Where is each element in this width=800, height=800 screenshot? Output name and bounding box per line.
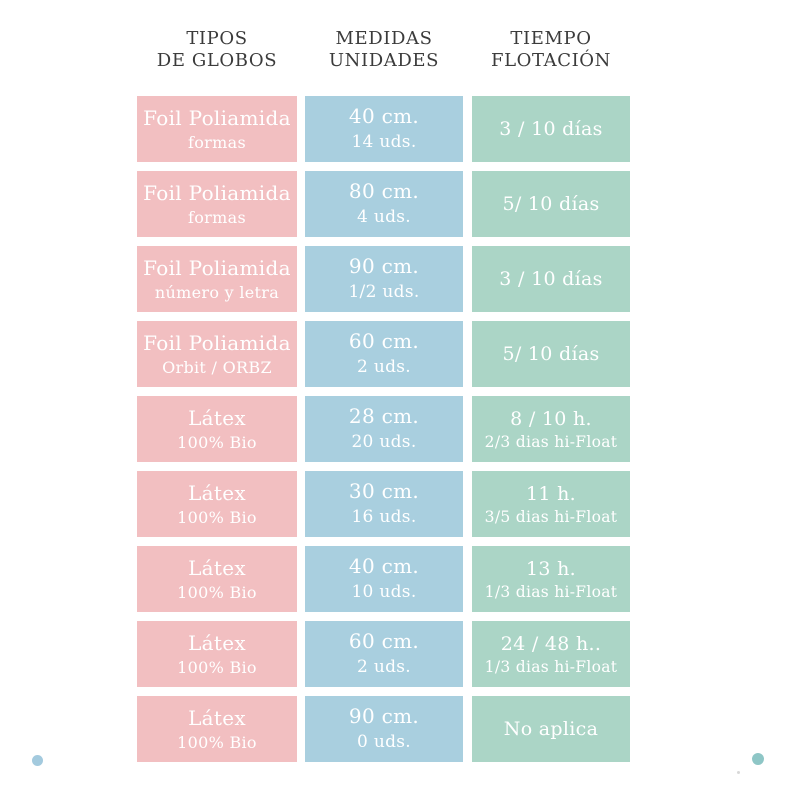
decorative-dot-icon (737, 771, 740, 774)
tiempo-line1: No aplica (503, 718, 599, 740)
cell-tipo: Foil Poliamida número y letra (137, 246, 297, 312)
cell-tipo: Foil Poliamida formas (137, 171, 297, 237)
table-row: Látex 100% Bio 90 cm. 0 uds. No aplica (0, 696, 800, 762)
medidas-line1: 80 cm. (348, 179, 420, 203)
tiempo-line1: 11 h. (526, 482, 576, 505)
tiempo-line1: 24 / 48 h.. (500, 632, 602, 655)
medidas-line2: 16 uds. (351, 507, 417, 527)
tipo-line1: Látex (188, 705, 246, 730)
column-header-tiempo: TIEMPO FLOTACIÓN (463, 28, 639, 72)
column-header-medidas-line1: MEDIDAS (335, 28, 433, 49)
cell-medidas: 90 cm. 0 uds. (305, 696, 463, 762)
medidas-line1: 28 cm. (348, 404, 420, 428)
medidas-line2: 0 uds. (357, 732, 411, 752)
cell-tiempo: 3 / 10 días (472, 96, 630, 162)
column-header-medidas-line2: UNIDADES (328, 50, 440, 71)
medidas-line2: 20 uds. (351, 432, 417, 452)
tipo-line1: Látex (188, 480, 246, 505)
tipo-line2: formas (188, 207, 246, 227)
table-row: Foil Poliamida formas 80 cm. 4 uds. 5/ 1… (0, 171, 800, 237)
tiempo-line2: 1/3 dias hi-Float (484, 582, 618, 601)
tiempo-line1: 3 / 10 días (499, 268, 603, 290)
cell-medidas: 60 cm. 2 uds. (305, 621, 463, 687)
cell-medidas: 90 cm. 1/2 uds. (305, 246, 463, 312)
medidas-line1: 60 cm. (348, 329, 420, 353)
cell-tiempo: 8 / 10 h. 2/3 dias hi-Float (472, 396, 630, 462)
cell-tipo: Látex 100% Bio (137, 396, 297, 462)
cell-tipo: Látex 100% Bio (137, 696, 297, 762)
tiempo-line2: 1/3 dias hi-Float (484, 657, 618, 676)
cell-tipo: Látex 100% Bio (137, 471, 297, 537)
tipo-line1: Látex (188, 630, 246, 655)
cell-tipo: Foil Poliamida Orbit / ORBZ (137, 321, 297, 387)
tiempo-line2: 3/5 dias hi-Float (484, 507, 618, 526)
cell-tiempo: 11 h. 3/5 dias hi-Float (472, 471, 630, 537)
tipo-line2: formas (188, 132, 246, 152)
cell-tipo: Látex 100% Bio (137, 621, 297, 687)
decorative-dot-icon (32, 755, 43, 766)
cell-tiempo: 5/ 10 días (472, 171, 630, 237)
table-row: Látex 100% Bio 60 cm. 2 uds. 24 / 48 h..… (0, 621, 800, 687)
medidas-line2: 1/2 uds. (348, 282, 420, 302)
column-header-tipos-line2: DE GLOBOS (156, 50, 278, 71)
table-row: Foil Poliamida formas 40 cm. 14 uds. 3 /… (0, 96, 800, 162)
tipo-line2: 100% Bio (177, 732, 257, 752)
column-header-tipos-line1: TIPOS (186, 28, 248, 49)
tipo-line2: 100% Bio (177, 507, 257, 527)
medidas-line1: 90 cm. (348, 704, 420, 728)
cell-tipo: Látex 100% Bio (137, 546, 297, 612)
medidas-line1: 40 cm. (348, 554, 420, 578)
tiempo-line1: 5/ 10 días (502, 343, 600, 365)
cell-tiempo: 3 / 10 días (472, 246, 630, 312)
cell-tiempo: No aplica (472, 696, 630, 762)
cell-medidas: 30 cm. 16 uds. (305, 471, 463, 537)
cell-tiempo: 13 h. 1/3 dias hi-Float (472, 546, 630, 612)
cell-medidas: 40 cm. 14 uds. (305, 96, 463, 162)
table-row: Látex 100% Bio 30 cm. 16 uds. 11 h. 3/5 … (0, 471, 800, 537)
table-row: Látex 100% Bio 28 cm. 20 uds. 8 / 10 h. … (0, 396, 800, 462)
cell-medidas: 40 cm. 10 uds. (305, 546, 463, 612)
medidas-line1: 30 cm. (348, 479, 420, 503)
cell-medidas: 80 cm. 4 uds. (305, 171, 463, 237)
medidas-line2: 14 uds. (351, 132, 417, 152)
cell-tipo: Foil Poliamida formas (137, 96, 297, 162)
tipo-line1: Látex (188, 555, 246, 580)
tipo-line2: Orbit / ORBZ (162, 357, 272, 377)
table-row: Foil Poliamida Orbit / ORBZ 60 cm. 2 uds… (0, 321, 800, 387)
decorative-dot-icon (752, 753, 764, 765)
medidas-line2: 2 uds. (357, 657, 411, 677)
medidas-line1: 60 cm. (348, 629, 420, 653)
medidas-line1: 90 cm. (348, 254, 420, 278)
tipo-line1: Foil Poliamida (143, 105, 291, 130)
tiempo-line1: 3 / 10 días (499, 118, 603, 140)
cell-medidas: 60 cm. 2 uds. (305, 321, 463, 387)
medidas-line2: 10 uds. (351, 582, 417, 602)
tipo-line1: Foil Poliamida (143, 255, 291, 280)
tipo-line2: 100% Bio (177, 582, 257, 602)
medidas-line2: 4 uds. (357, 207, 411, 227)
column-header-tiempo-line2: FLOTACIÓN (490, 50, 611, 71)
column-header-tiempo-line1: TIEMPO (510, 28, 592, 49)
table-row: Foil Poliamida número y letra 90 cm. 1/2… (0, 246, 800, 312)
cell-tiempo: 24 / 48 h.. 1/3 dias hi-Float (472, 621, 630, 687)
tiempo-line1: 8 / 10 h. (510, 407, 592, 430)
cell-medidas: 28 cm. 20 uds. (305, 396, 463, 462)
column-header-medidas: MEDIDAS UNIDADES (296, 28, 472, 72)
tipo-line1: Látex (188, 405, 246, 430)
column-header-tipos: TIPOS DE GLOBOS (129, 28, 305, 72)
medidas-line1: 40 cm. (348, 104, 420, 128)
tipo-line1: Foil Poliamida (143, 330, 291, 355)
tiempo-line2: 2/3 dias hi-Float (484, 432, 618, 451)
medidas-line2: 2 uds. (357, 357, 411, 377)
tipo-line2: 100% Bio (177, 657, 257, 677)
tipo-line1: Foil Poliamida (143, 180, 291, 205)
tiempo-line1: 13 h. (526, 557, 576, 580)
table-row: Látex 100% Bio 40 cm. 10 uds. 13 h. 1/3 … (0, 546, 800, 612)
tiempo-line1: 5/ 10 días (502, 193, 600, 215)
tipo-line2: 100% Bio (177, 432, 257, 452)
tipo-line2: número y letra (154, 282, 280, 302)
cell-tiempo: 5/ 10 días (472, 321, 630, 387)
